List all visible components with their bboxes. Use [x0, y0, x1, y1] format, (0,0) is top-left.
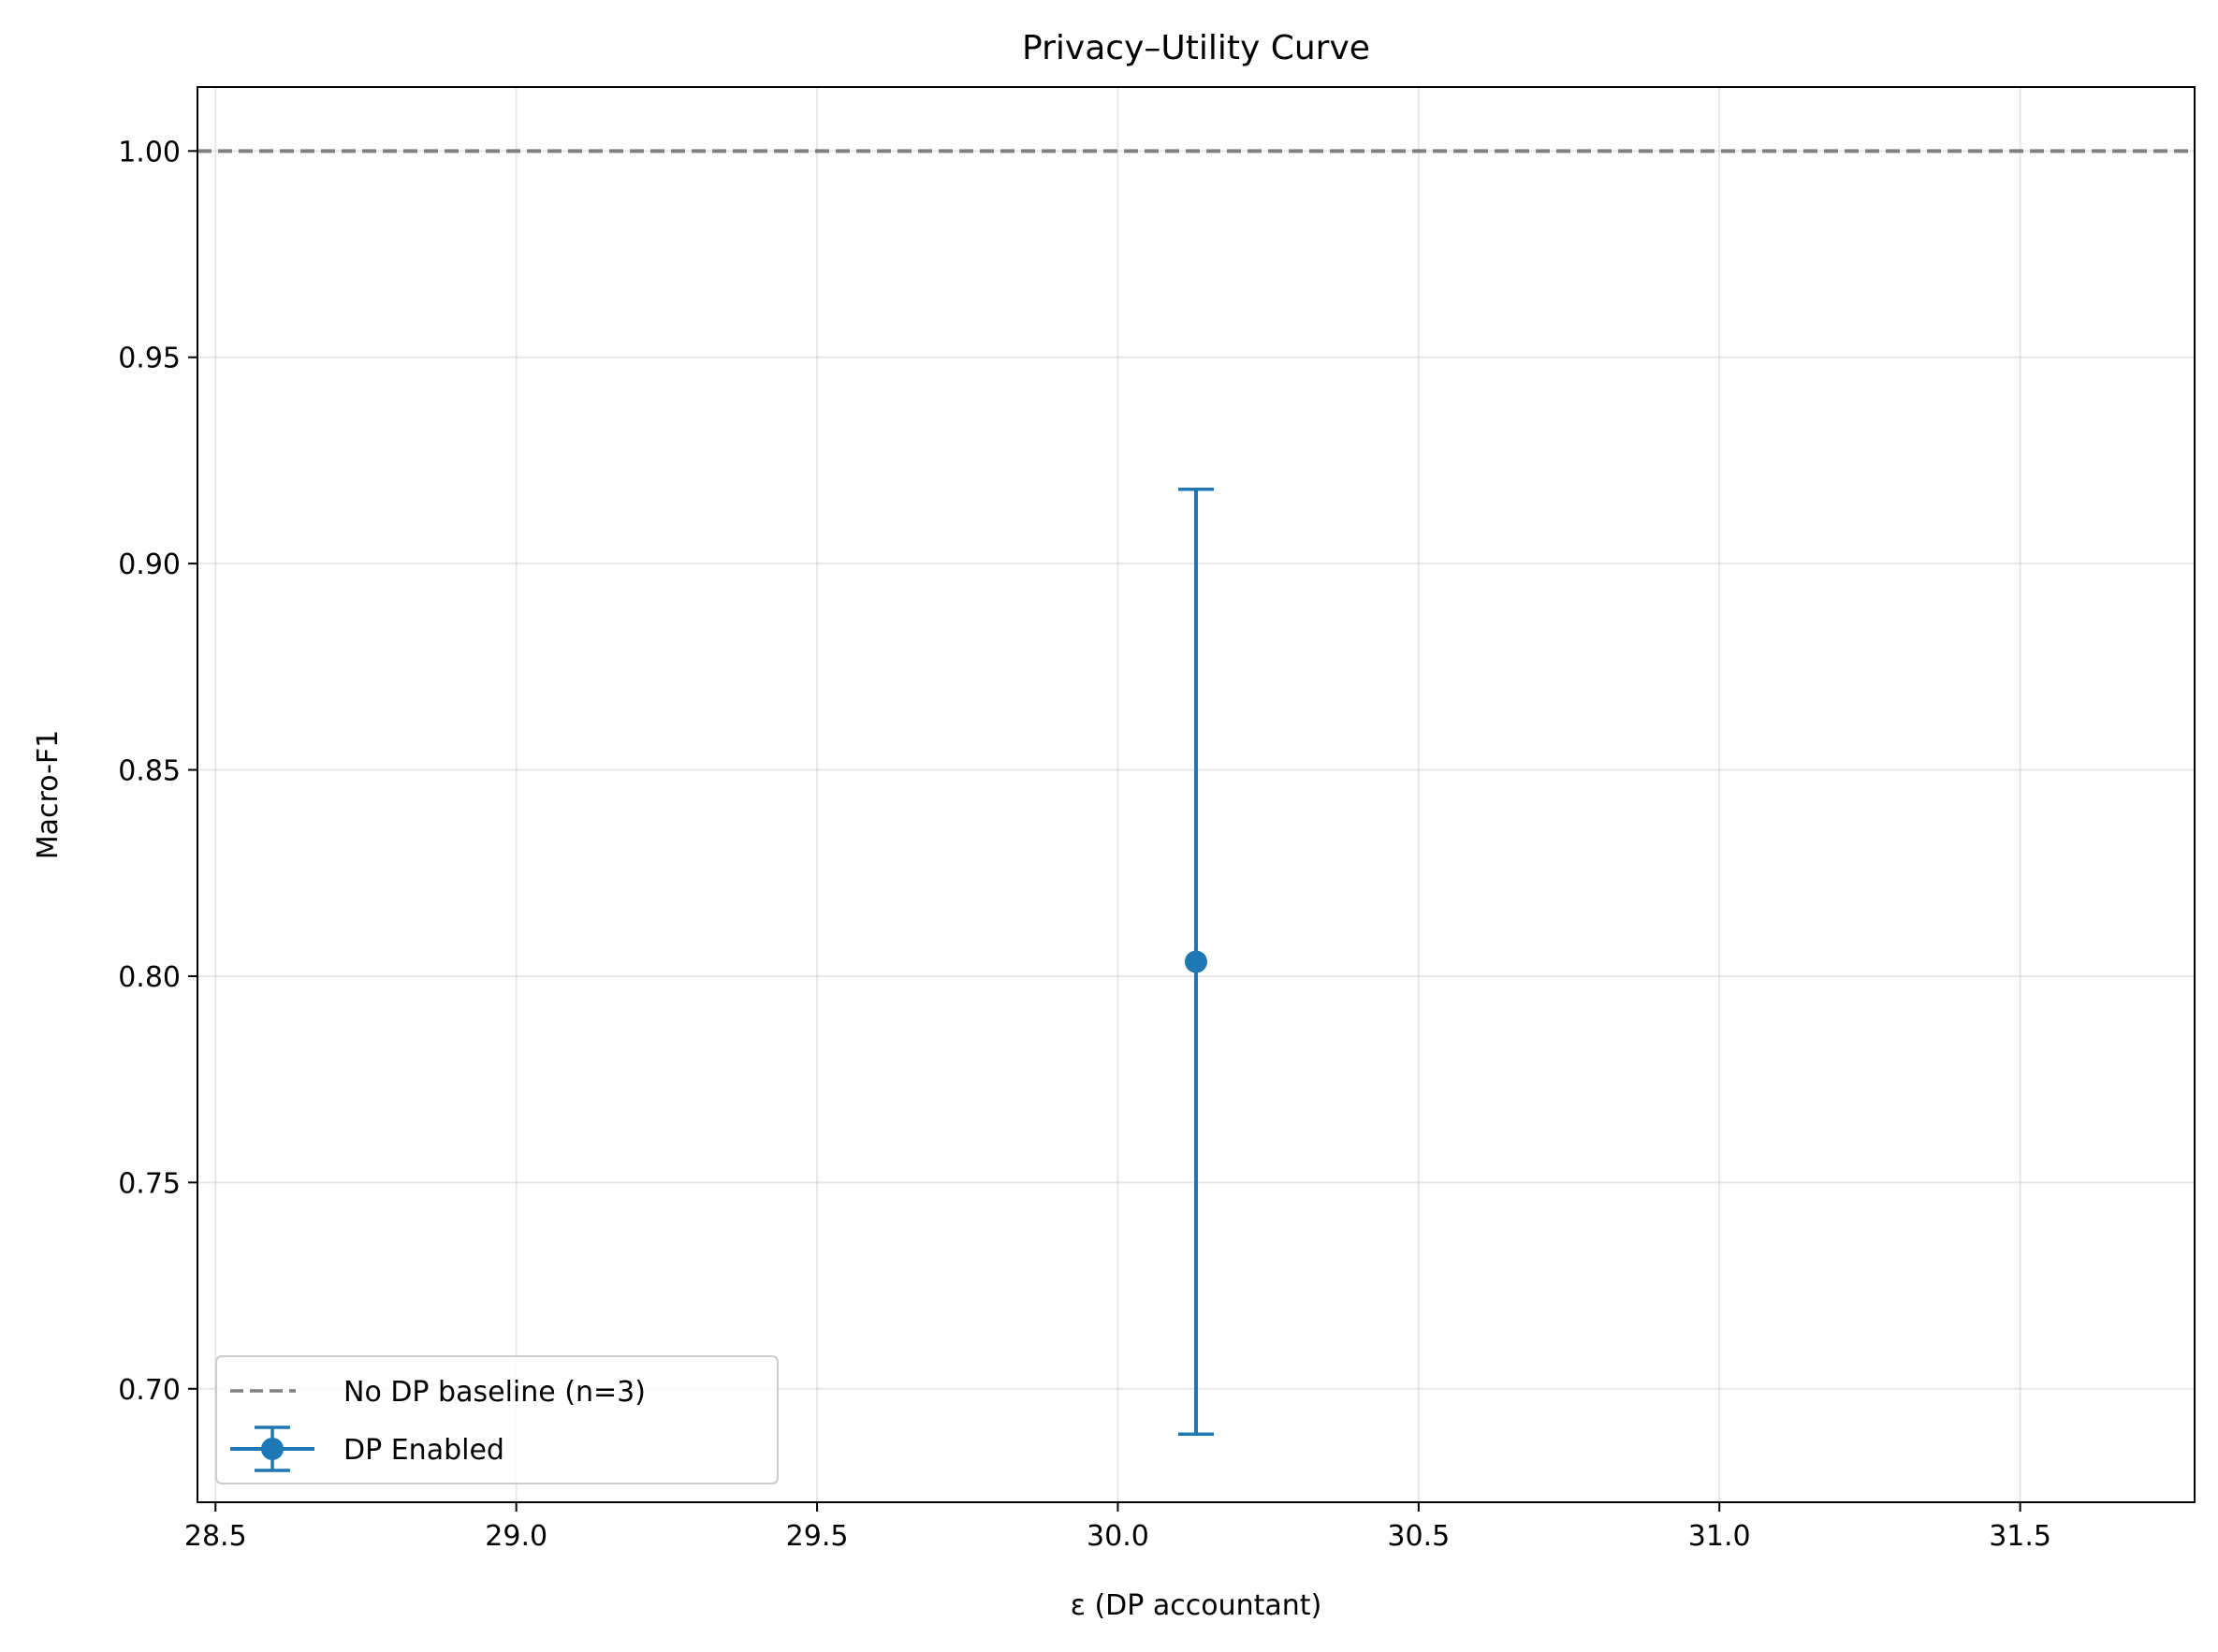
x-axis-label: ε (DP accountant)	[1071, 1589, 1322, 1622]
y-tick-label: 0.75	[118, 1167, 181, 1200]
y-axis-ticks: 0.70 0.75 0.80 0.85 0.90 0.95 1.00	[118, 136, 197, 1407]
legend-series-marker	[261, 1438, 284, 1460]
legend-series-swatch	[230, 1425, 314, 1472]
y-axis-label: Macro-F1	[32, 730, 65, 860]
x-tick-label: 29.0	[485, 1520, 547, 1553]
y-tick-label: 1.00	[118, 136, 181, 168]
x-tick-label: 28.5	[184, 1520, 247, 1553]
y-tick-label: 0.85	[118, 755, 181, 788]
legend: No DP baseline (n=3) DP Enabled	[215, 1355, 779, 1484]
x-tick-label: 31.5	[1989, 1520, 2051, 1553]
series-layer	[1178, 488, 1214, 1437]
legend-series-label: DP Enabled	[343, 1434, 504, 1467]
legend-baseline-label: No DP baseline (n=3)	[343, 1376, 646, 1409]
y-tick-label: 0.80	[118, 961, 181, 994]
x-axis-ticks: 28.5 29.0 29.5 30.0 30.5 31.0 31.5	[184, 1502, 2051, 1553]
legend-box	[215, 1355, 779, 1484]
x-tick-label: 30.0	[1087, 1520, 1149, 1553]
y-tick-label: 0.95	[118, 343, 181, 375]
x-tick-label: 29.5	[786, 1520, 849, 1553]
x-tick-label: 31.0	[1688, 1520, 1751, 1553]
plot-frame	[197, 86, 2196, 1503]
x-tick-label: 30.5	[1387, 1520, 1450, 1553]
y-tick-label: 0.70	[118, 1374, 181, 1407]
chart-title: Privacy–Utility Curve	[1022, 29, 1370, 67]
y-tick-label: 0.90	[118, 548, 181, 581]
data-point	[1185, 950, 1207, 973]
